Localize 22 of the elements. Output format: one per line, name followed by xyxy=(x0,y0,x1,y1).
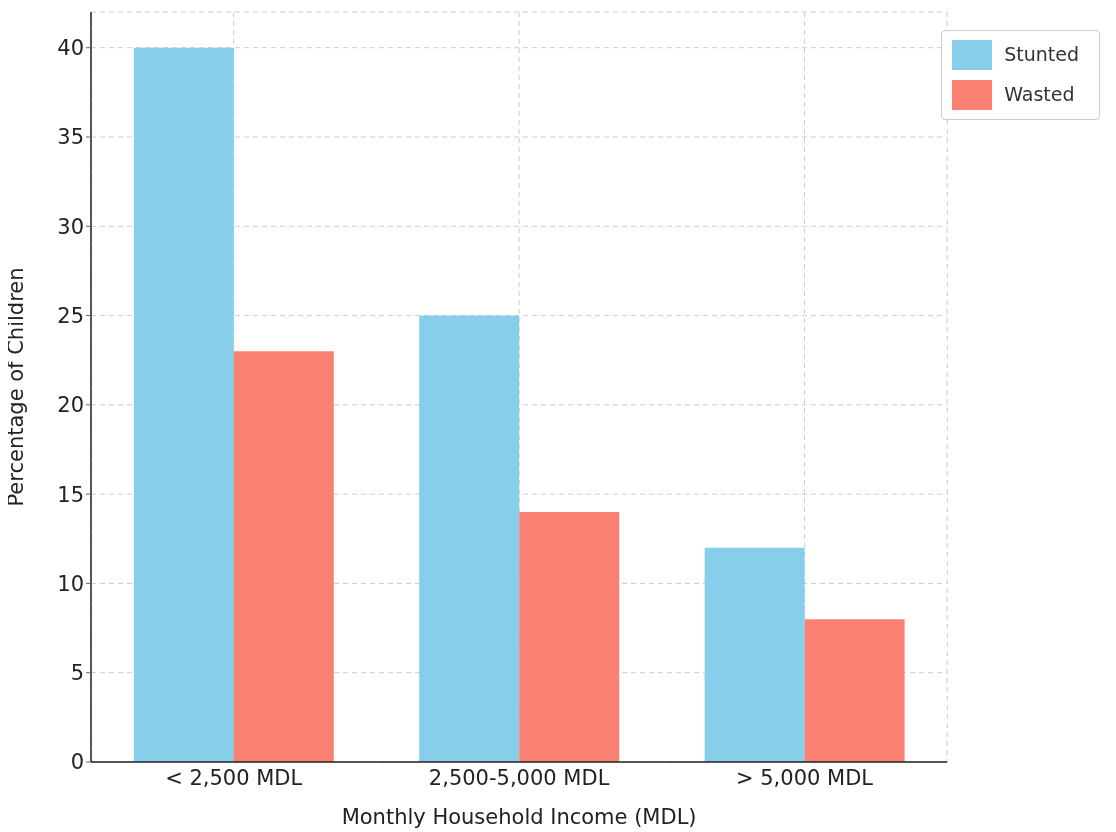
y-tick-label: 10 xyxy=(57,571,84,596)
bar xyxy=(804,619,905,762)
x-tick-label: < 2,500 MDL xyxy=(165,765,303,790)
y-tick-label: 0 xyxy=(70,750,84,775)
bar xyxy=(519,512,620,762)
x-tick-label: > 5,000 MDL xyxy=(735,765,874,790)
legend-label: Stunted xyxy=(1004,42,1079,65)
y-tick-label: 35 xyxy=(57,125,84,150)
y-tick-label: 25 xyxy=(57,304,84,329)
y-tick-label: 20 xyxy=(57,393,84,418)
y-tick-label: 30 xyxy=(57,214,84,239)
bar xyxy=(704,547,805,762)
bar xyxy=(419,315,520,762)
x-tick-label: 2,500-5,000 MDL xyxy=(428,765,610,790)
y-tick-label: 15 xyxy=(57,482,84,507)
bar xyxy=(233,351,334,762)
legend-label: Wasted xyxy=(1004,82,1075,105)
bar xyxy=(133,47,234,762)
x-axis-title: Monthly Household Income (MDL) xyxy=(341,805,697,829)
y-tick-label: 40 xyxy=(57,36,84,61)
y-tick-label: 5 xyxy=(70,661,84,686)
y-axis-title: Percentage of Children xyxy=(4,267,29,507)
